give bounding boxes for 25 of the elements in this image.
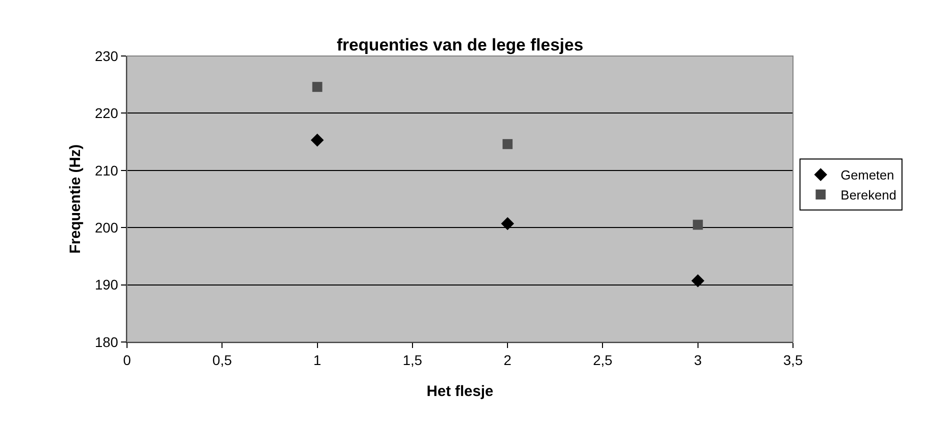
chart-title: frequenties van de lege flesjes bbox=[336, 36, 584, 55]
x-tick-label: 1 bbox=[313, 352, 322, 368]
y-axis-title: Frequentie (Hz) bbox=[67, 144, 84, 254]
x-tick-label: 0,5 bbox=[212, 352, 232, 368]
y-tick-label: 230 bbox=[94, 48, 118, 64]
x-tick-label: 0 bbox=[123, 352, 132, 368]
x-tick-label: 2 bbox=[504, 352, 512, 368]
legend-label: Gemeten bbox=[840, 168, 894, 183]
y-tick-label: 210 bbox=[94, 162, 118, 178]
point bbox=[310, 134, 324, 147]
x-tick-label: 1,5 bbox=[402, 352, 422, 368]
point bbox=[312, 82, 322, 92]
point bbox=[692, 220, 703, 230]
point bbox=[501, 217, 514, 230]
point bbox=[502, 139, 513, 150]
x-tick-label: 3,5 bbox=[783, 352, 803, 368]
y-tick-label: 190 bbox=[94, 276, 118, 293]
x-tick-label: 2,5 bbox=[592, 352, 613, 368]
y-tick-label: 200 bbox=[94, 220, 118, 236]
y-tick-label: 220 bbox=[94, 105, 118, 122]
point bbox=[691, 274, 704, 288]
x-tick-label: 3 bbox=[694, 352, 702, 368]
x-axis-title: Het flesje bbox=[426, 382, 494, 400]
y-tick-label: 180 bbox=[94, 334, 118, 350]
legend-label: Berekend bbox=[840, 188, 896, 203]
